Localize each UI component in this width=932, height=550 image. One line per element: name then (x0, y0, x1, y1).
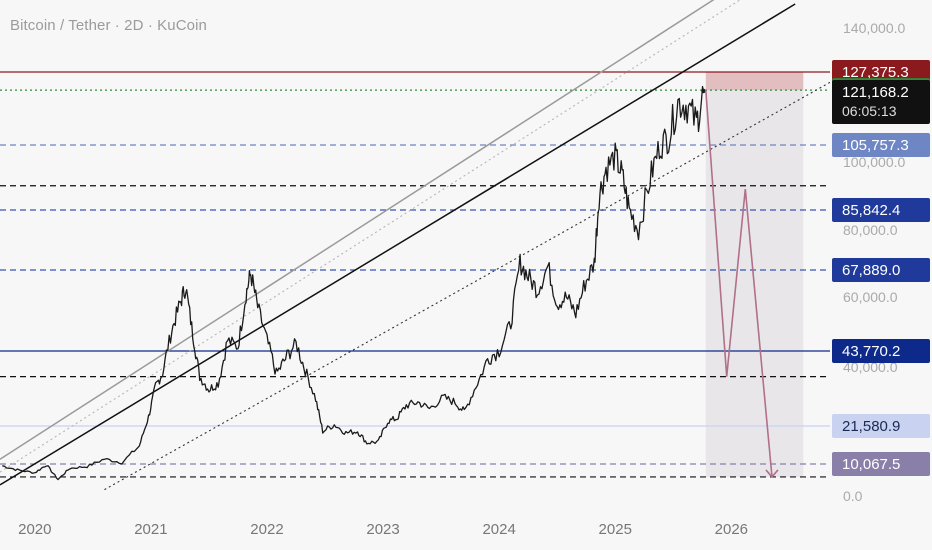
price-label-box (832, 198, 930, 222)
current-price-label: 121,168.2 (842, 84, 909, 101)
price-label: 43,770.2 (842, 343, 900, 360)
y-tick-label: 0.0 (843, 488, 863, 504)
price-label: 127,375.3 (842, 64, 909, 81)
price-label: 85,842.4 (842, 202, 900, 219)
x-tick-label: 2026 (715, 521, 748, 538)
x-tick-label: 2020 (18, 521, 51, 538)
y-tick-label: 60,000.0 (843, 289, 898, 305)
x-tick-label: 2024 (482, 521, 515, 538)
price-label-box (832, 133, 930, 157)
trendline[interactable] (0, 0, 726, 460)
price-label: 105,757.3 (842, 137, 909, 154)
x-tick-label: 2025 (599, 521, 632, 538)
trendline[interactable] (0, 0, 743, 473)
price-label: 10,067.5 (842, 456, 900, 473)
price-label: 67,889.0 (842, 262, 900, 279)
y-tick-label: 80,000.0 (843, 222, 898, 238)
price-label-box (832, 258, 930, 282)
chart-title: Bitcoin / Tether · 2D · KuCoin (10, 17, 207, 34)
price-label-box (832, 452, 930, 476)
price-label-box (832, 414, 930, 438)
countdown-label: 06:05:13 (842, 103, 897, 119)
plot-background (0, 0, 830, 510)
price-series-line[interactable] (2, 85, 705, 481)
price-label-box (832, 339, 930, 363)
projection-path[interactable] (705, 90, 773, 477)
last-price-point (701, 88, 706, 94)
x-tick-label: 2023 (366, 521, 399, 538)
projection-arrowhead (765, 469, 779, 479)
trendline[interactable] (0, 3, 796, 486)
price-label-box (832, 60, 930, 84)
x-tick-label: 2022 (250, 521, 283, 538)
y-tick-label: 140,000.0 (843, 20, 905, 36)
current-price-box (832, 80, 930, 124)
shaded-zone (705, 72, 804, 91)
trendline[interactable] (104, 81, 831, 491)
y-tick-label: 100,000.0 (843, 154, 905, 170)
price-label: 21,580.9 (842, 418, 900, 435)
x-tick-label: 2021 (134, 521, 167, 538)
